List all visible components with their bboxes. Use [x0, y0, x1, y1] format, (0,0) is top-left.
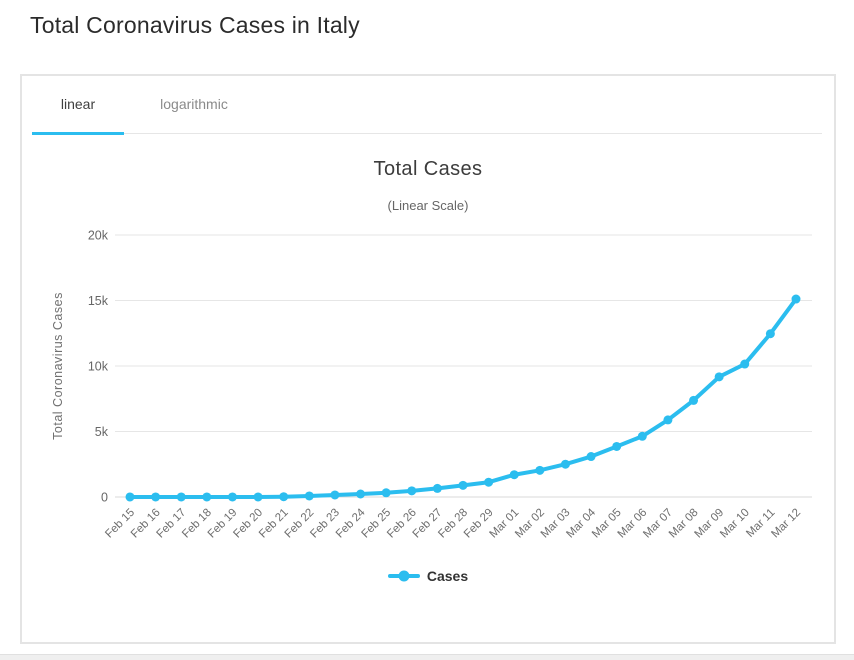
data-point[interactable] [227, 492, 237, 502]
data-point[interactable] [356, 489, 366, 499]
data-point[interactable] [560, 459, 570, 469]
data-point[interactable] [432, 483, 442, 493]
data-point[interactable] [202, 492, 212, 502]
data-point[interactable] [253, 492, 263, 502]
data-point[interactable] [663, 415, 673, 425]
data-point[interactable] [535, 465, 545, 475]
legend-item-cases[interactable]: Cases [22, 568, 834, 584]
data-point[interactable] [381, 488, 391, 498]
y-axis-label: 15k [88, 294, 109, 308]
data-point[interactable] [714, 372, 724, 382]
x-axis-label: Mar 10 [718, 507, 752, 541]
legend-line-marker-icon [387, 570, 420, 582]
data-point[interactable] [791, 294, 801, 304]
data-point[interactable] [407, 486, 417, 496]
y-axis-label: 10k [88, 360, 109, 374]
chart-title: Total Cases [373, 158, 483, 180]
data-point[interactable] [304, 491, 314, 501]
data-point[interactable] [765, 329, 775, 339]
data-point[interactable] [279, 492, 289, 502]
data-point[interactable] [176, 492, 186, 502]
scale-tabs: linear logarithmic [32, 75, 822, 135]
data-point[interactable] [586, 452, 596, 462]
data-point[interactable] [509, 470, 519, 480]
data-point[interactable] [637, 431, 647, 441]
data-point[interactable] [740, 359, 750, 369]
data-point[interactable] [458, 480, 468, 490]
data-point[interactable] [125, 492, 135, 502]
y-axis-title: Total Coronavirus Cases [51, 292, 65, 440]
tab-linear[interactable]: linear [32, 75, 124, 135]
y-axis-label: 5k [95, 425, 109, 439]
x-axis-label: Mar 12 [769, 507, 803, 541]
data-point[interactable] [330, 490, 340, 500]
next-section-edge [0, 654, 854, 660]
legend-label: Cases [426, 568, 469, 584]
data-point[interactable] [689, 395, 699, 405]
y-axis-label: 20k [88, 229, 109, 243]
data-point[interactable] [484, 477, 494, 487]
chart-subtitle: (Linear Scale) [387, 198, 469, 213]
data-point[interactable] [151, 492, 161, 502]
page-title: Total Coronavirus Cases in Italy [30, 12, 360, 38]
chart-card: linear logarithmic Total Cases (Linear S… [20, 74, 836, 644]
tab-logarithmic[interactable]: logarithmic [160, 96, 228, 112]
y-axis-label: 0 [101, 491, 108, 505]
data-point[interactable] [612, 441, 622, 451]
